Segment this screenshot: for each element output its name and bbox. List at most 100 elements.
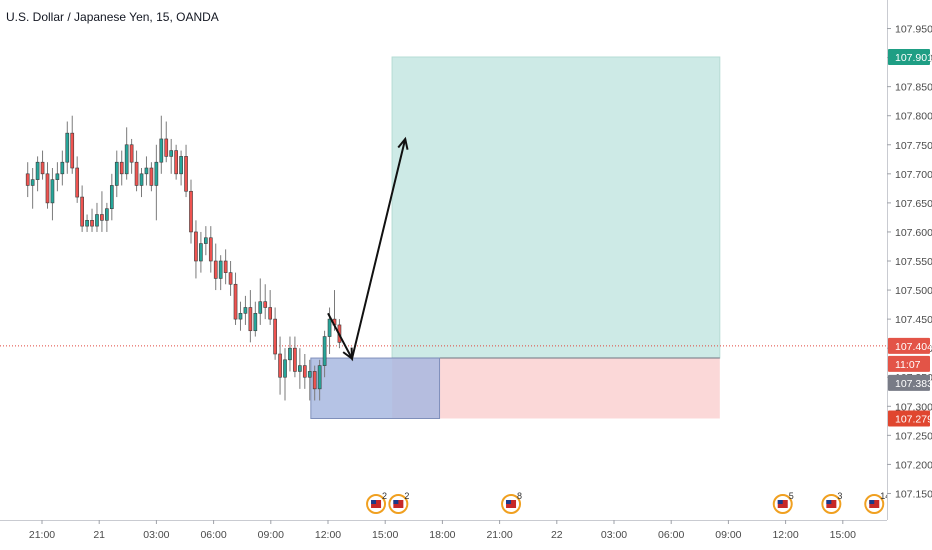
candle-body [189, 190, 193, 233]
price-tick-label: 107.850 [895, 82, 932, 94]
price-tick-label: 107.300 [895, 401, 932, 413]
candle-body [144, 167, 149, 175]
price-tag-stop[interactable] [888, 410, 930, 427]
candle-body [129, 144, 134, 163]
flag-canton-icon [371, 500, 377, 504]
price-tick-label: 107.650 [895, 198, 932, 210]
price-tick-label: 107.550 [895, 256, 932, 268]
candle-body [268, 307, 272, 320]
price-tag-target[interactable] [888, 49, 930, 66]
target-zone[interactable] [391, 56, 721, 359]
candle-body [65, 132, 70, 163]
candle-body [273, 318, 277, 355]
time-tick-label: 12:00 [315, 529, 341, 541]
event-count: 8 [517, 491, 522, 501]
price-tag-label: 107.383 [895, 378, 932, 390]
event-count: 5 [789, 491, 794, 501]
time-tick-label: 21:00 [29, 529, 55, 541]
time-tick-label: 06:00 [200, 529, 226, 541]
candle-body [50, 179, 55, 204]
price-tag-current[interactable] [888, 337, 930, 354]
time-tick-label: 03:00 [601, 529, 627, 541]
candle-body [154, 161, 159, 186]
time-tick-label: 09:00 [258, 529, 284, 541]
time-tick-label: 18:00 [429, 529, 455, 541]
candle-body [119, 161, 124, 175]
entry-zone[interactable] [310, 357, 441, 419]
candle-body [80, 196, 84, 227]
time-tick-label: 12:00 [772, 529, 798, 541]
price-tag-label: 107.901 [895, 52, 932, 64]
candle-body [298, 365, 302, 372]
event-count: 2 [404, 491, 409, 501]
candle-body [184, 156, 188, 192]
time-tick-label: 09:00 [715, 529, 741, 541]
price-tick-label: 107.450 [895, 314, 932, 326]
candle-body [124, 144, 129, 175]
candle-body [263, 301, 268, 308]
price-axis[interactable]: 107.950107.900107.850107.800107.750107.7… [887, 0, 932, 550]
price-tick-label: 107.600 [895, 227, 932, 239]
price-tick-label: 107.150 [895, 488, 932, 500]
flag-canton-icon [393, 500, 399, 504]
candle-body [45, 173, 50, 204]
flag-canton-icon [506, 500, 512, 504]
candle-body [293, 347, 297, 372]
candle-body [25, 173, 30, 186]
price-tick-label: 107.950 [895, 24, 932, 36]
candle-body [253, 313, 258, 332]
candle-body [204, 237, 208, 244]
arrow-head-down [342, 347, 354, 361]
event-count: 2 [382, 491, 387, 501]
event-count: 3 [837, 491, 842, 501]
candle-body [164, 138, 169, 157]
time-axis[interactable]: 21:00 21 03:00 06:00 09:00 12:00 15:00 18:00 21:… [0, 520, 887, 541]
candle-body [283, 359, 287, 378]
candle-body [228, 272, 233, 285]
flag-canton-icon [869, 500, 875, 504]
candle-body [85, 220, 89, 227]
candle-body [174, 150, 178, 175]
candle-body [60, 161, 65, 175]
candle-body [114, 161, 119, 186]
candle-body [307, 371, 312, 378]
candles [25, 115, 342, 401]
time-tick-label: 22 [551, 529, 563, 541]
time-tick-label: 21:00 [486, 529, 512, 541]
event-count: 14 [880, 491, 890, 501]
flag-stripe-icon [506, 500, 517, 508]
price-tick-label: 107.250 [895, 430, 932, 442]
candle-body [179, 156, 183, 175]
candle-body [35, 161, 40, 180]
price-tick-label: 107.800 [895, 111, 932, 123]
arrow-drawing[interactable] [327, 136, 409, 362]
candle-body [322, 336, 327, 366]
candle-body [139, 173, 144, 186]
candle-body [288, 347, 292, 361]
position-tool[interactable] [310, 56, 721, 419]
candle-body [109, 185, 114, 209]
price-tag-timer[interactable] [888, 355, 930, 372]
candle-body [223, 260, 228, 273]
arrow-head-up [397, 136, 409, 150]
price-tag-label: 107.404 [895, 341, 932, 353]
time-tick-label: 15:00 [830, 529, 856, 541]
price-tag-entry[interactable] [888, 374, 930, 391]
candle-body [149, 167, 154, 186]
candle-body [90, 220, 94, 227]
stop-zone[interactable] [392, 358, 720, 419]
candle-body [70, 132, 75, 169]
candle-body [134, 161, 139, 186]
economic-events[interactable]: 2 2 8 5 3 14 [366, 491, 890, 514]
candle-body [213, 260, 218, 279]
time-tick-label: 21 [93, 529, 105, 541]
flag-canton-icon [777, 500, 783, 504]
candle-body [75, 167, 80, 198]
candle-body [169, 150, 174, 157]
candle-body [302, 365, 307, 378]
candle-body [258, 301, 263, 314]
candle-body [30, 179, 35, 186]
candle-body [194, 231, 198, 262]
candle-body [218, 260, 223, 279]
